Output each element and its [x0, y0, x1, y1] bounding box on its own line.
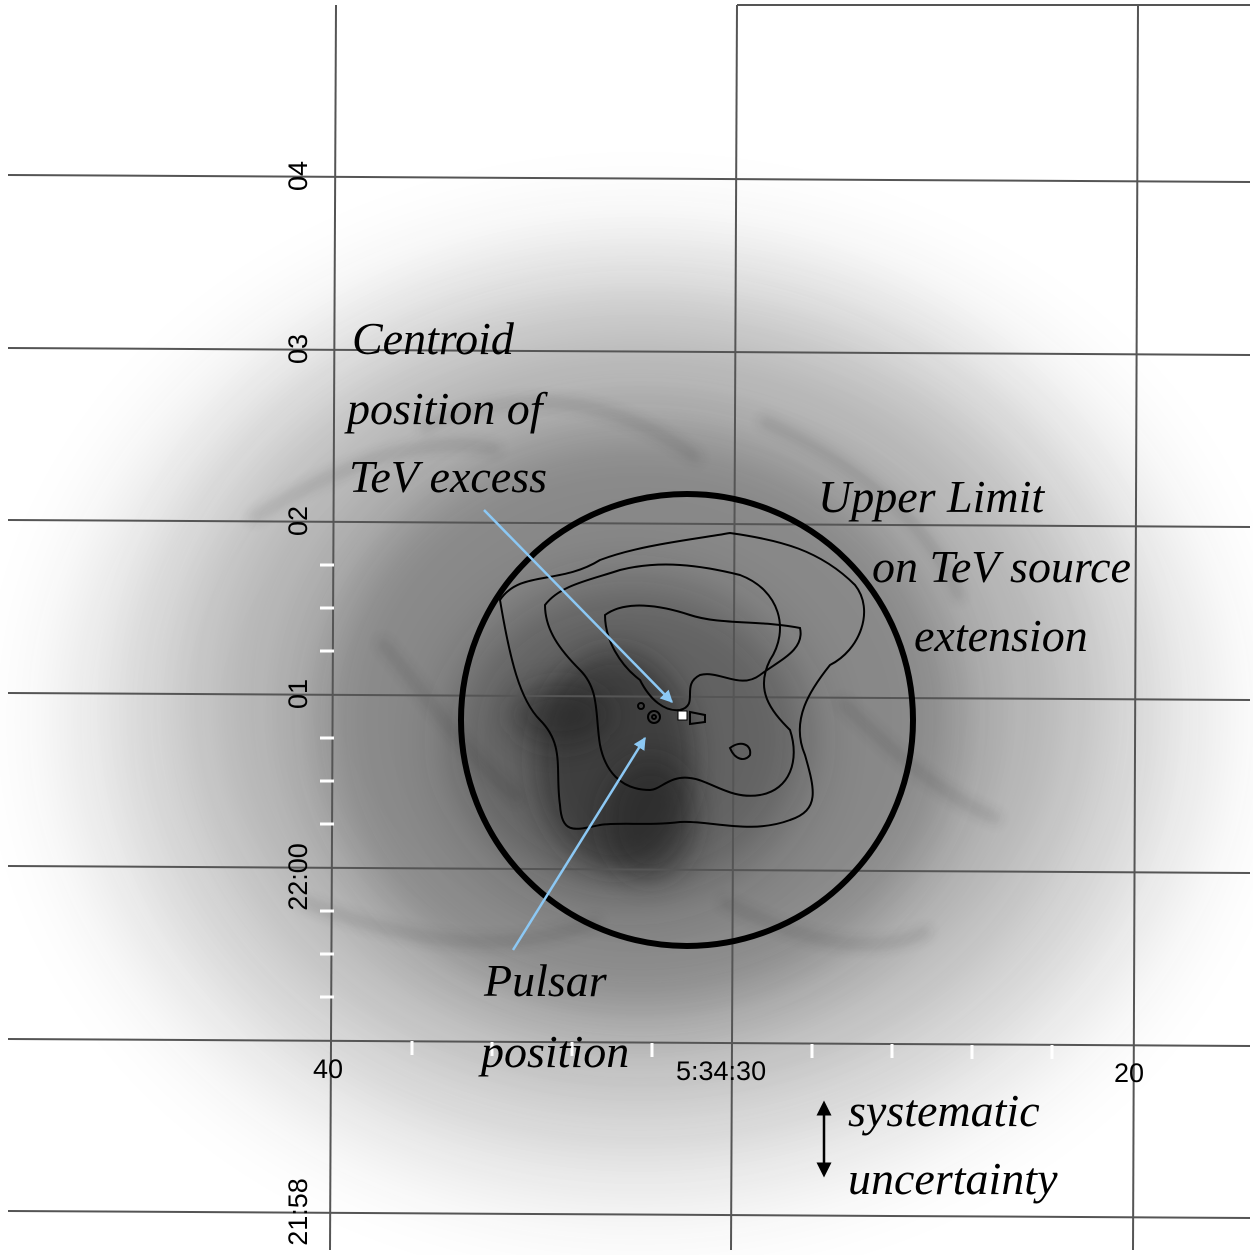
ra-axis-labels: 40 5:34:30 20 [313, 1054, 1144, 1088]
dec-tick-04: 04 [283, 161, 313, 191]
dec-tick-02: 02 [283, 506, 313, 536]
svg-text:position: position [478, 1026, 629, 1077]
centroid-arrow [483, 509, 673, 703]
dec-tick-22-00: 22:00 [283, 843, 313, 911]
dec-tick-03: 03 [283, 334, 313, 364]
svg-text:position of: position of [344, 383, 549, 434]
nebula-image [80, 250, 1200, 1190]
dec-axis-labels: 04 03 02 01 22:00 21:58 [283, 161, 313, 1246]
ra-tick-40: 40 [313, 1054, 343, 1084]
pulsar-label: Pulsar position [478, 955, 629, 1077]
svg-text:uncertainty: uncertainty [848, 1153, 1058, 1204]
svg-text:extension: extension [914, 610, 1088, 661]
dec-tick-01: 01 [283, 679, 313, 709]
svg-text:on TeV source: on TeV source [872, 541, 1131, 592]
ra-tick-20: 20 [1114, 1058, 1144, 1088]
ra-tick-5-34-30: 5:34:30 [676, 1056, 766, 1086]
coordinate-grid [7, 4, 1251, 1251]
centroid-label: Centroid position of TeV excess [344, 313, 549, 502]
svg-text:systematic: systematic [848, 1085, 1040, 1136]
centroid-marker [677, 710, 688, 721]
upper-limit-circle [458, 491, 916, 949]
pulsar-arrow [511, 736, 647, 951]
svg-text:TeV excess: TeV excess [349, 451, 547, 502]
dec-tick-21-58: 21:58 [283, 1178, 313, 1246]
systematic-label: systematic uncertainty [848, 1085, 1058, 1204]
minor-ticks [320, 563, 1054, 1059]
annotation-arrows [483, 509, 673, 951]
svg-text:Upper Limit: Upper Limit [818, 471, 1045, 522]
tev-contours [498, 531, 865, 830]
upper-limit-label: Upper Limit on TeV source extension [818, 471, 1131, 661]
svg-text:Centroid: Centroid [352, 313, 515, 364]
svg-text:Pulsar: Pulsar [483, 955, 608, 1006]
